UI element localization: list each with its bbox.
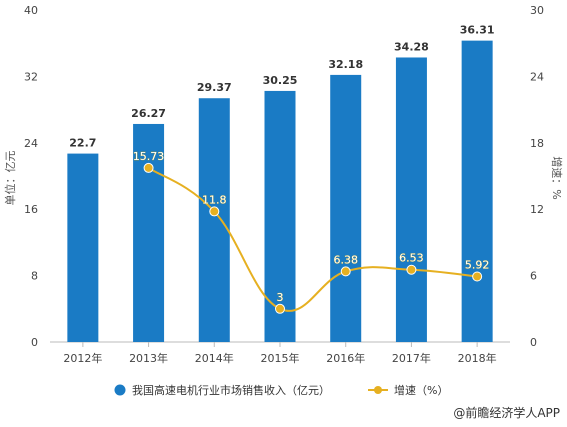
y-tick-right-3: 18 (530, 137, 544, 150)
y-axis-label-right: 增速：% (550, 156, 564, 199)
y-tick-right-0: 0 (530, 336, 537, 349)
growth-line (148, 167, 478, 312)
line-point-1 (143, 162, 154, 173)
line-point-3 (275, 303, 285, 314)
legend-line-label: 增速（%） (394, 383, 448, 397)
y-tick-left-5: 40 (24, 4, 38, 17)
x-tick-2: 2014年 (195, 351, 234, 365)
y-tick-left-4: 32 (24, 70, 38, 83)
bar-1 (133, 123, 165, 342)
line-label-2: 11.8 (202, 193, 227, 206)
legend-line-marker (374, 386, 382, 394)
bar-series (67, 40, 493, 342)
source-watermark: @前瞻经济学人APP (453, 405, 560, 420)
x-axis: 2012年 2013年 2014年 2015年 2016年 2017年 2018年 (63, 342, 497, 365)
y-tick-right-2: 12 (530, 203, 544, 216)
legend-bar-label: 我国高速电机行业市场销售收入（亿元） (132, 383, 330, 397)
legend: 我国高速电机行业市场销售收入（亿元） 增速（%） (114, 383, 448, 397)
legend-bar-marker (114, 384, 126, 396)
line-point-5 (406, 264, 417, 275)
bar-0 (67, 153, 99, 342)
x-tick-3: 2015年 (261, 351, 300, 365)
bar-2 (198, 98, 230, 342)
line-label-5: 6.53 (399, 252, 424, 265)
bar-4 (330, 74, 362, 342)
bar-label-2: 29.37 (197, 81, 232, 94)
bar-label-3: 30.25 (263, 74, 298, 87)
y-tick-left-2: 16 (24, 203, 38, 216)
line-label-3: 3 (277, 291, 284, 304)
x-tick-6: 2018年 (458, 351, 497, 365)
line-label-6: 5.92 (465, 258, 490, 271)
bar-label-6: 36.31 (460, 24, 495, 37)
x-tick-5: 2017年 (392, 351, 431, 365)
y-axis-label-left: 单位：亿元 (3, 151, 17, 206)
bar-6 (461, 40, 493, 342)
y-tick-right-1: 6 (530, 270, 537, 283)
y-tick-right-4: 24 (530, 70, 544, 83)
y-tick-left-3: 24 (24, 137, 38, 150)
bar-label-1: 26.27 (131, 107, 166, 120)
bar-labels: 22.7 26.27 29.37 30.25 32.18 34.28 36.31 (69, 24, 494, 150)
y-tick-left-1: 8 (31, 270, 38, 283)
bar-label-5: 34.28 (394, 40, 429, 53)
bar-label-0: 22.7 (69, 137, 96, 150)
x-tick-4: 2016年 (326, 351, 365, 365)
line-point-2 (209, 206, 220, 217)
y-axis-left: 0 8 16 24 32 40 (24, 4, 38, 349)
line-point-4 (340, 266, 351, 277)
line-series (143, 162, 483, 314)
line-label-1: 15.73 (133, 150, 165, 163)
line-label-4: 6.38 (333, 253, 358, 266)
y-tick-left-0: 0 (31, 336, 38, 349)
y-tick-right-5: 30 (530, 4, 544, 17)
x-tick-1: 2013年 (129, 351, 168, 365)
line-labels: 15.73 11.8 3 6.38 6.53 5.92 (133, 150, 490, 304)
bar-5 (395, 57, 427, 342)
x-tick-0: 2012年 (63, 351, 102, 365)
bar-label-4: 32.18 (328, 58, 363, 71)
line-point-6 (472, 271, 483, 282)
y-axis-right: 0 6 12 18 24 30 (530, 4, 544, 349)
